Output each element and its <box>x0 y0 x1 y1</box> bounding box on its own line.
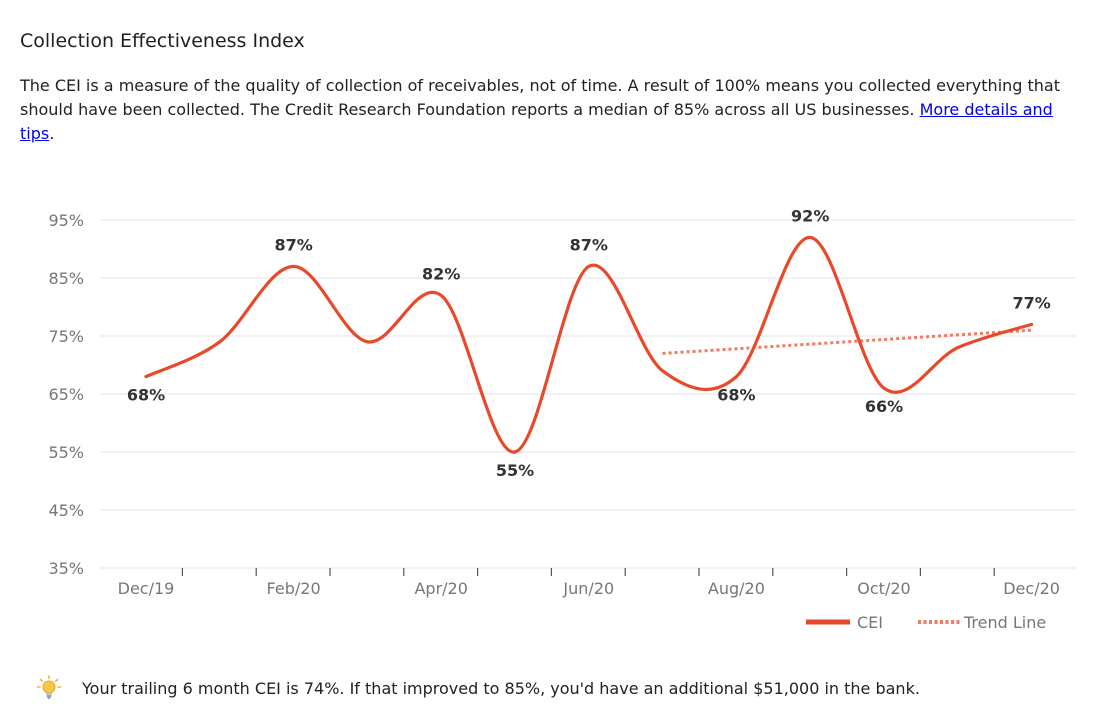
cei-data-label: 66% <box>865 397 903 416</box>
cei-line-chart: 35% 45% 55% 65% 75% 85% 95% Dec/19 Feb/20 Apr/20 J… <box>48 206 1076 632</box>
page-title: Collection Effectiveness Index <box>20 30 305 52</box>
y-tick-label: 75% <box>48 327 84 346</box>
legend-trend-label: Trend Line <box>963 613 1046 632</box>
x-tick-label: Feb/20 <box>267 579 321 598</box>
x-tick-label: Aug/20 <box>708 579 765 598</box>
cei-data-label: 68% <box>717 386 755 405</box>
y-tick-label: 95% <box>48 211 84 230</box>
cei-data-label: 87% <box>274 235 312 254</box>
footer-tip: Your trailing 6 month CEI is 74%. If tha… <box>36 674 920 702</box>
y-tick-label: 65% <box>48 385 84 404</box>
trend-line <box>662 328 1032 355</box>
y-tick-label: 55% <box>48 443 84 462</box>
legend-cei-label: CEI <box>857 613 883 632</box>
cei-data-label: 77% <box>1012 293 1050 312</box>
y-tick-label: 45% <box>48 501 84 520</box>
cei-data-label: 68% <box>127 386 165 405</box>
cei-data-label: 92% <box>791 206 829 225</box>
cei-data-label: 55% <box>496 461 534 480</box>
footer-tip-text: Your trailing 6 month CEI is 74%. If tha… <box>82 678 920 698</box>
cei-data-label: 82% <box>422 264 460 283</box>
description-text: The CEI is a measure of the quality of c… <box>20 76 1061 119</box>
x-tick-label: Dec/20 <box>1003 579 1060 598</box>
description: The CEI is a measure of the quality of c… <box>20 74 1090 146</box>
cei-data-label: 87% <box>570 235 608 254</box>
y-tick-label: 85% <box>48 269 84 288</box>
lightbulb-icon <box>36 675 62 699</box>
description-end: . <box>49 124 55 143</box>
x-tick-label: Dec/19 <box>118 579 175 598</box>
x-tick-label: Apr/20 <box>414 579 467 598</box>
cei-series-line <box>144 235 1034 454</box>
y-tick-label: 35% <box>48 559 84 578</box>
more-details-link[interactable]: More details and tips <box>20 100 1053 143</box>
x-tick-label: Oct/20 <box>857 579 910 598</box>
x-tick-label: Jun/20 <box>562 579 614 598</box>
